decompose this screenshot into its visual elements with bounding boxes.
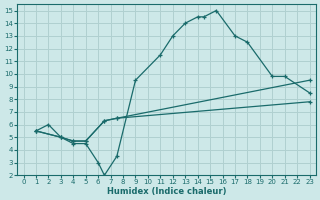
X-axis label: Humidex (Indice chaleur): Humidex (Indice chaleur) <box>107 187 226 196</box>
